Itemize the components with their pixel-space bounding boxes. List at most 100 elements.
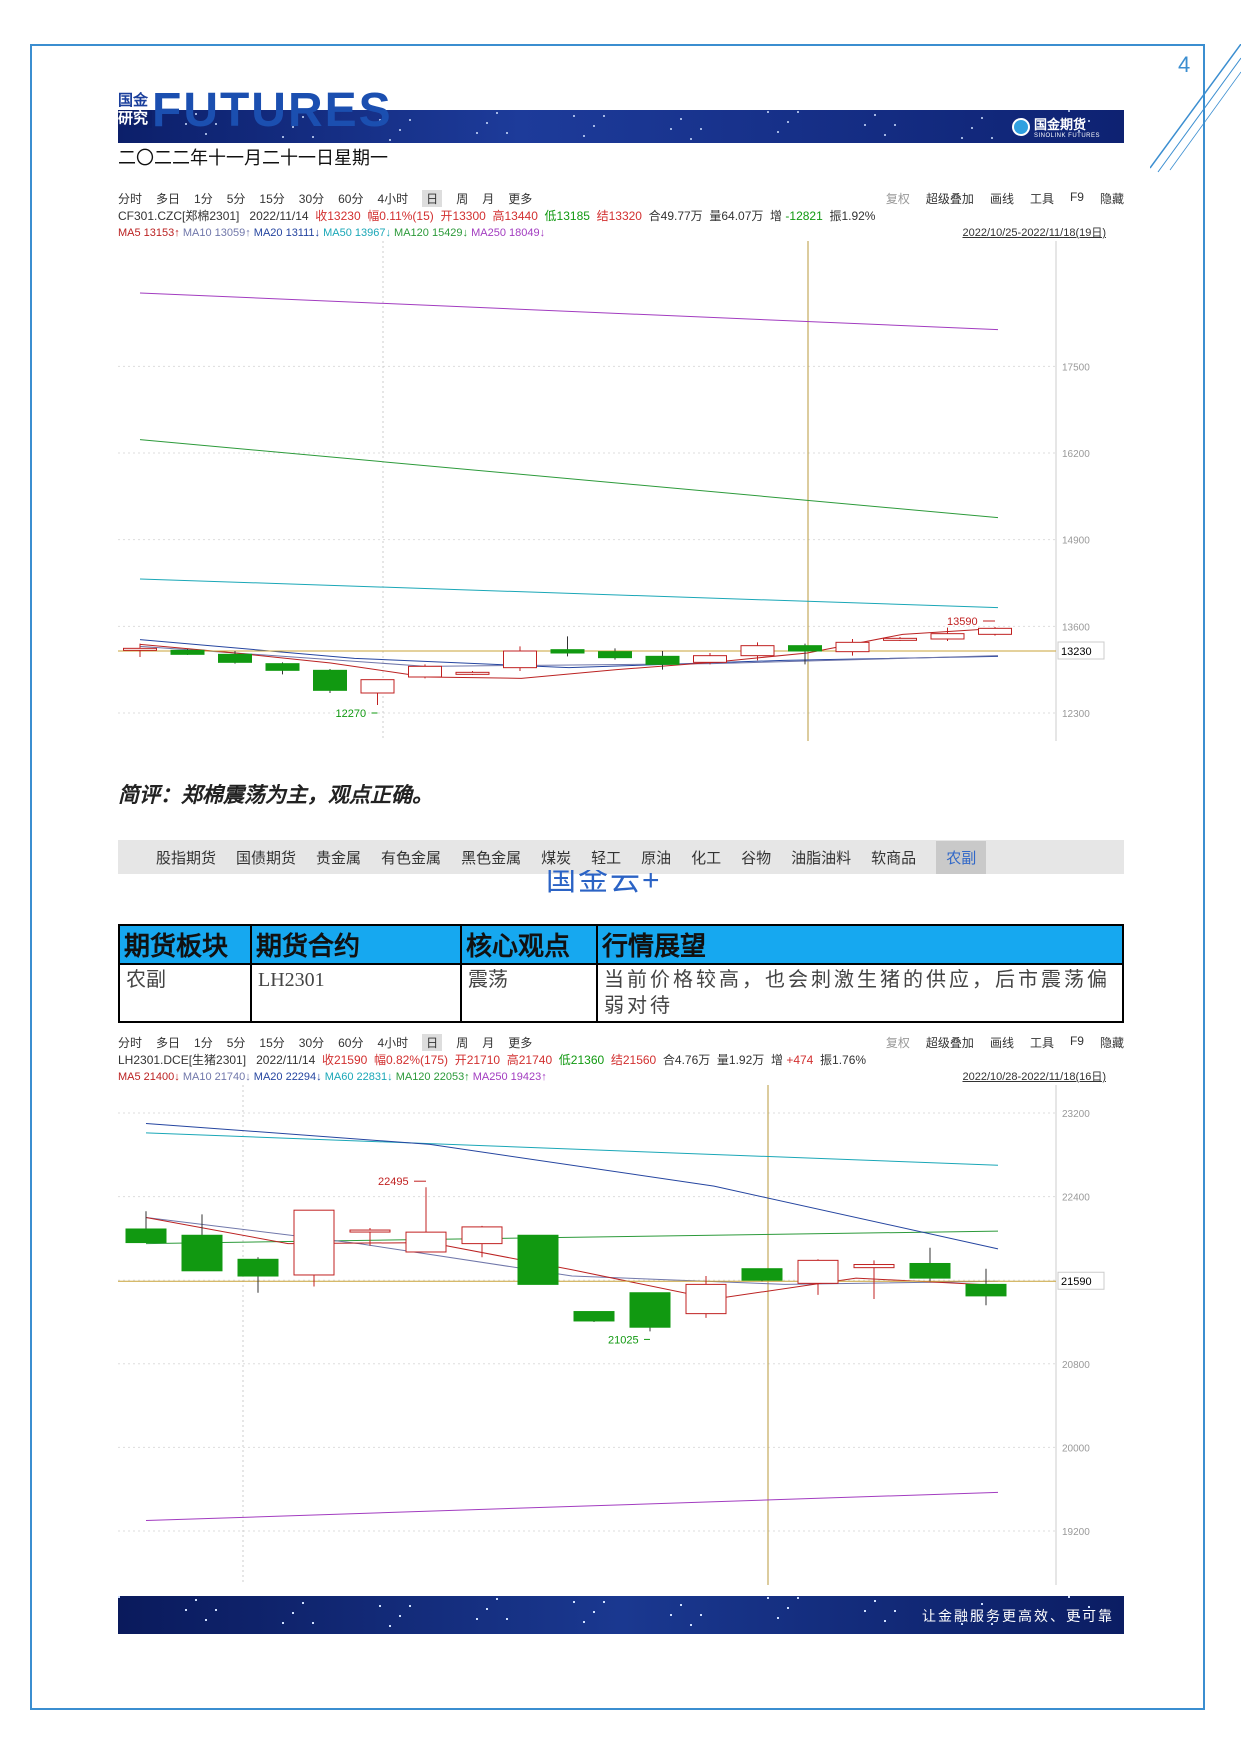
star-decoration [506, 1618, 508, 1620]
nav-item-油脂油料[interactable]: 油脂油料 [791, 849, 852, 867]
period-更多[interactable]: 更多 [508, 192, 533, 206]
header-sector: 期货板块 [118, 924, 252, 965]
period-30分[interactable]: 30分 [298, 1036, 325, 1050]
period-日[interactable]: 日 [422, 1034, 443, 1051]
ma250-label: MA250 18049↓ [471, 227, 546, 239]
tool-F9[interactable]: F9 [1069, 1034, 1084, 1048]
info-oi-change-label: 增 [770, 1053, 783, 1067]
ma10-label: MA10 13059↑ [182, 227, 251, 239]
tool-复权[interactable]: 复权 [885, 1036, 910, 1050]
star-decoration [864, 1610, 866, 1612]
candle [265, 663, 300, 671]
period-15分[interactable]: 15分 [259, 1036, 285, 1050]
candle [693, 655, 727, 663]
nav-item-谷物[interactable]: 谷物 [741, 849, 772, 867]
period-1分[interactable]: 1分 [194, 1036, 213, 1050]
star-decoration [884, 1620, 886, 1622]
star-decoration [573, 115, 575, 117]
star-decoration [971, 1613, 973, 1615]
toolbar-right: 复权 超级叠加 画线 工具 F9 隐藏 [886, 190, 1124, 207]
period-60分[interactable]: 60分 [338, 192, 364, 206]
tool-画线[interactable]: 画线 [989, 192, 1014, 206]
tool-F9[interactable]: F9 [1069, 190, 1084, 204]
low-annotation: 21025 [608, 1334, 639, 1346]
corner-decoration [1150, 44, 1241, 173]
period-日[interactable]: 日 [422, 190, 443, 207]
tool-超级叠加[interactable]: 超级叠加 [925, 1036, 974, 1050]
period-30分[interactable]: 30分 [298, 192, 325, 206]
nav-item-轻工[interactable]: 轻工 [591, 849, 622, 867]
period-分时[interactable]: 分时 [118, 1036, 143, 1050]
brand-logo: 国金期货 SINOLINK FUTURES [1012, 114, 1100, 139]
period-周[interactable]: 周 [456, 192, 469, 206]
chart1-plot[interactable]: 12300 13600 14900 16200 17500 13230 13590 12270 [118, 241, 1124, 741]
period-4小时[interactable]: 4小时 [377, 192, 409, 206]
tool-工具[interactable]: 工具 [1029, 192, 1054, 206]
star-decoration [389, 139, 391, 141]
y-tick-label: 16200 [1062, 449, 1090, 460]
info-high: 高21740 [506, 1053, 553, 1067]
star-decoration [496, 1598, 498, 1600]
nav-item-原油[interactable]: 原油 [641, 849, 672, 867]
tool-隐藏[interactable]: 隐藏 [1099, 1036, 1124, 1050]
star-decoration [282, 1622, 284, 1624]
nav-item-煤炭[interactable]: 煤炭 [541, 849, 572, 867]
period-月[interactable]: 月 [482, 192, 495, 206]
period-更多[interactable]: 更多 [508, 1036, 533, 1050]
period-5分[interactable]: 5分 [226, 1036, 246, 1050]
period-4小时[interactable]: 4小时 [377, 1036, 409, 1050]
star-decoration [787, 121, 789, 123]
star-decoration [379, 119, 381, 121]
nav-item-股指期货[interactable]: 股指期货 [156, 849, 217, 867]
date-range[interactable]: 2022/10/28-2022/11/18(16日) [962, 1071, 1106, 1083]
y-tick-label: 13600 [1062, 622, 1090, 633]
star-decoration [195, 1599, 197, 1601]
tool-复权[interactable]: 复权 [885, 192, 910, 206]
star-decoration [205, 133, 207, 135]
candle [629, 1292, 671, 1328]
period-周[interactable]: 周 [456, 1036, 469, 1050]
star-decoration [1088, 120, 1090, 122]
nav-item-软商品[interactable]: 软商品 [871, 849, 917, 867]
candle [685, 1283, 727, 1315]
star-decoration [690, 1624, 692, 1626]
candle [405, 1231, 447, 1253]
y-tick-label: 14900 [1062, 536, 1090, 547]
period-月[interactable]: 月 [482, 1036, 495, 1050]
period-1分[interactable]: 1分 [194, 192, 213, 206]
nav-item-贵金属[interactable]: 贵金属 [316, 849, 362, 867]
logo-cn: 国金 研究 [118, 92, 152, 128]
candle [550, 649, 585, 654]
period-多日[interactable]: 多日 [156, 192, 181, 206]
candle [181, 1234, 223, 1272]
cell-view: 震荡 [460, 963, 598, 1023]
ma5-label: MA5 21400↓ [118, 1071, 180, 1083]
nav-item-化工[interactable]: 化工 [691, 849, 722, 867]
candle [461, 1226, 503, 1245]
period-5分[interactable]: 5分 [226, 192, 246, 206]
chart2-plot[interactable]: 1920020000208002160022400232002159022495… [118, 1085, 1124, 1585]
nav-item-农副[interactable]: 农副 [936, 840, 987, 874]
candle [835, 641, 870, 653]
date-range[interactable]: 2022/10/25-2022/11/18(19日) [962, 227, 1106, 239]
chart2-info: LH2301.DCE[生猪2301] 2022/11/14 收21590 幅0.… [118, 1051, 1124, 1069]
period-15分[interactable]: 15分 [259, 192, 285, 206]
nav-item-国债期货[interactable]: 国债期货 [236, 849, 297, 867]
period-分时[interactable]: 分时 [118, 192, 143, 206]
star-decoration [195, 113, 197, 115]
nav-item-黑色金属[interactable]: 黑色金属 [461, 849, 522, 867]
tool-隐藏[interactable]: 隐藏 [1099, 192, 1124, 206]
header-banner [118, 110, 1124, 143]
period-60分[interactable]: 60分 [338, 1036, 364, 1050]
star-decoration [1078, 130, 1080, 132]
star-decoration [797, 111, 799, 113]
ma50-label: MA50 13967↓ [323, 227, 391, 239]
tool-工具[interactable]: 工具 [1029, 1036, 1054, 1050]
nav-item-有色金属[interactable]: 有色金属 [381, 849, 442, 867]
period-多日[interactable]: 多日 [156, 1036, 181, 1050]
tool-画线[interactable]: 画线 [989, 1036, 1014, 1050]
candle [978, 627, 1012, 635]
tool-超级叠加[interactable]: 超级叠加 [925, 192, 974, 206]
star-decoration [1068, 1596, 1070, 1598]
star-decoration [797, 1597, 799, 1599]
